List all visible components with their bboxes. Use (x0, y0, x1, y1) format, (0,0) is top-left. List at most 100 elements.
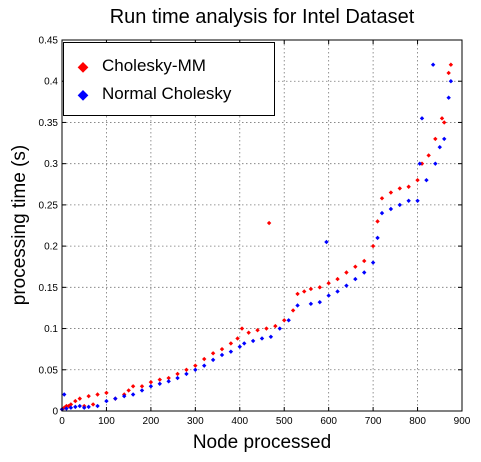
data-point-normal-cholesky (210, 357, 216, 363)
data-point-cholesky-mm (73, 398, 78, 404)
data-point-normal-cholesky (437, 144, 442, 150)
x-tick-label: 0 (59, 416, 65, 427)
data-point-normal-cholesky (259, 336, 265, 341)
x-tick-label: 700 (365, 416, 382, 427)
data-point-cholesky-mm (397, 186, 402, 191)
data-point-cholesky-mm (433, 136, 438, 142)
data-point-normal-cholesky (448, 79, 454, 84)
y-tick-label: 0.05 (39, 365, 59, 376)
data-point-normal-cholesky (73, 404, 78, 410)
x-tick-label: 100 (98, 416, 115, 427)
x-tick-label: 300 (187, 416, 204, 427)
data-point-normal-cholesky (64, 406, 69, 411)
data-point-cholesky-mm (439, 116, 445, 121)
data-point-cholesky-mm (104, 390, 109, 396)
data-point-normal-cholesky (95, 403, 100, 409)
axes-frame (61, 39, 463, 412)
data-point-cholesky-mm (290, 308, 296, 313)
data-point-normal-cholesky (77, 403, 82, 409)
data-point-cholesky-mm (442, 120, 447, 125)
data-point-normal-cholesky (166, 379, 171, 384)
data-point-cholesky-mm (446, 70, 451, 76)
data-point-normal-cholesky (433, 161, 438, 166)
x-tick-label: 900 (454, 416, 471, 427)
data-point-cholesky-mm (317, 285, 322, 290)
data-point-cholesky-mm (406, 184, 411, 189)
y-tick-label: 0.4 (44, 77, 58, 88)
y-tick-label: 0.25 (39, 200, 59, 211)
data-point-cholesky-mm (148, 379, 154, 385)
data-point-cholesky-mm (64, 403, 69, 409)
data-point-normal-cholesky (184, 371, 189, 377)
data-point-normal-cholesky (308, 301, 314, 307)
legend-item-cholesky-mm: ◆ Cholesky-MM (70, 53, 206, 79)
legend-marker-blue: ◆ (77, 86, 89, 102)
data-point-cholesky-mm (295, 291, 300, 297)
data-point-normal-cholesky (406, 198, 411, 203)
x-tick-label: 600 (320, 416, 337, 427)
data-point-normal-cholesky (324, 239, 329, 245)
data-point-cholesky-mm (302, 289, 307, 294)
data-point-normal-cholesky (228, 349, 234, 354)
data-point-normal-cholesky (317, 299, 322, 305)
data-point-cholesky-mm (335, 276, 340, 282)
data-point-normal-cholesky (295, 303, 300, 308)
data-point-normal-cholesky (397, 202, 402, 208)
y-tick-label: 0.2 (44, 242, 58, 253)
data-point-cholesky-mm (415, 177, 420, 183)
y-tick-label: 0 (52, 407, 58, 418)
data-point-normal-cholesky (375, 235, 380, 241)
data-point-cholesky-mm (157, 377, 162, 382)
data-point-cholesky-mm (139, 384, 145, 389)
y-axis-label: processing time (s) (9, 144, 30, 306)
data-point-cholesky-mm (235, 336, 240, 341)
data-point-cholesky-mm (282, 318, 287, 323)
data-point-cholesky-mm (326, 281, 331, 286)
x-tick-label: 400 (231, 416, 248, 427)
y-tick-label: 0.15 (39, 283, 59, 294)
data-point-normal-cholesky (148, 384, 154, 389)
legend-item-normal-cholesky: ◆ Normal Cholesky (70, 81, 232, 107)
data-point-cholesky-mm (219, 346, 225, 352)
x-tick-label: 800 (409, 416, 426, 427)
data-point-cholesky-mm (308, 286, 314, 292)
data-point-cholesky-mm (375, 219, 380, 224)
data-point-cholesky-mm (126, 388, 131, 393)
legend-marker-red: ◆ (77, 58, 89, 74)
data-point-cholesky-mm (344, 270, 349, 275)
data-point-cholesky-mm (239, 326, 245, 331)
legend: ◆ Cholesky-MM ◆ Normal Cholesky (63, 42, 275, 116)
chart-title: Run time analysis for Intel Dataset (109, 6, 415, 28)
data-point-normal-cholesky (326, 293, 331, 298)
data-point-normal-cholesky (417, 161, 422, 166)
legend-label: Normal Cholesky (102, 84, 232, 103)
data-point-cholesky-mm (388, 190, 394, 195)
data-point-normal-cholesky (219, 352, 225, 358)
data-point-normal-cholesky (446, 95, 451, 100)
data-point-normal-cholesky (419, 116, 425, 121)
data-point-cholesky-mm (273, 323, 278, 329)
data-point-cholesky-mm (175, 371, 180, 377)
data-point-normal-cholesky (175, 375, 180, 381)
data-point-cholesky-mm (210, 351, 216, 356)
data-point-normal-cholesky (388, 206, 394, 212)
y-tick-label: 0.3 (44, 159, 58, 170)
data-point-normal-cholesky (130, 392, 136, 397)
data-point-normal-cholesky (68, 405, 74, 410)
y-tick-label: 0.35 (39, 118, 59, 129)
data-point-normal-cholesky (237, 344, 242, 349)
data-point-normal-cholesky (122, 393, 127, 399)
data-point-cholesky-mm (379, 196, 385, 201)
data-point-normal-cholesky (424, 177, 429, 183)
y-tick-label: 0.45 (39, 36, 59, 47)
data-point-cholesky-mm (419, 161, 425, 166)
data-point-normal-cholesky (430, 62, 436, 67)
data-point-cholesky-mm (90, 402, 96, 407)
data-point-cholesky-mm (426, 153, 431, 158)
data-point-normal-cholesky (62, 392, 67, 397)
data-point-cholesky-mm (353, 264, 358, 269)
data-point-normal-cholesky (250, 338, 256, 344)
data-point-cholesky-mm (448, 62, 454, 67)
data-point-normal-cholesky (415, 198, 420, 203)
data-point-cholesky-mm (86, 393, 91, 399)
